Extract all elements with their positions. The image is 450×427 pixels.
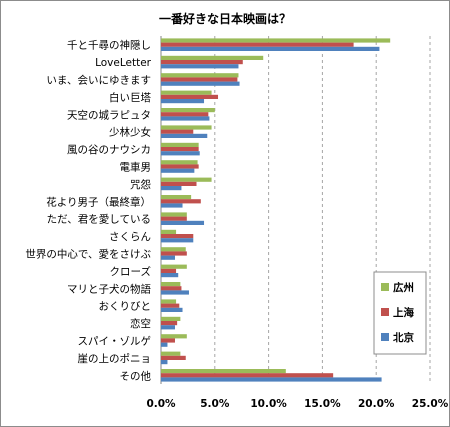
bar-上海 — [161, 355, 186, 360]
category-labels: 千と千尋の神隠し LoveLetter いま、会いにゆきます白い巨塔天空の城ラピュタ… — [25, 39, 151, 383]
bar-広州 — [161, 351, 181, 356]
category-label: さくらん — [109, 231, 151, 243]
legend-label: 上海 — [393, 306, 414, 319]
legend-label: 広州 — [393, 281, 414, 294]
bar-広州 — [161, 264, 187, 269]
category-label: おくりびと — [99, 301, 152, 313]
bar-北京 — [161, 220, 205, 225]
bar-上海 — [161, 338, 175, 343]
category-label: 花より男子（最終章） — [46, 195, 151, 208]
bar-北京 — [161, 342, 168, 347]
bar-上海 — [161, 60, 243, 65]
x-tick-label: 10.0% — [250, 398, 287, 410]
bar-広州 — [161, 212, 187, 217]
bar-上海 — [161, 286, 182, 291]
bar-広州 — [161, 229, 177, 234]
category-label: 電車男 — [120, 161, 152, 174]
bar-北京 — [161, 116, 210, 121]
chart-title: 一番好きな日本映画は？ — [158, 12, 291, 26]
bar-上海 — [161, 268, 177, 273]
category-label: 白い巨塔 — [109, 91, 151, 104]
bar-広州 — [161, 299, 177, 304]
bar-北京 — [161, 99, 205, 104]
bar-北京 — [161, 168, 195, 173]
x-tick-label: 0.0% — [146, 398, 176, 410]
bar-上海 — [161, 303, 180, 308]
bar-上海 — [161, 234, 194, 239]
bar-上海 — [161, 164, 199, 169]
bar-上海 — [161, 373, 334, 378]
bar-北京 — [161, 64, 239, 69]
bar-広州 — [161, 73, 239, 78]
bar-北京 — [161, 255, 175, 260]
category-label: 天空の城ラピュタ — [67, 108, 151, 121]
bar-北京 — [161, 133, 208, 138]
category-label: いま、会いにゆきます — [46, 74, 151, 87]
bar-北京 — [161, 273, 179, 278]
bar-北京 — [161, 360, 168, 365]
category-label: 世界の中心で、愛をさけぶ — [25, 248, 151, 261]
bar-広州 — [161, 55, 264, 60]
bar-広州 — [161, 195, 192, 200]
category-label: 咒怨 — [130, 178, 151, 191]
x-tick-label: 5.0% — [200, 398, 230, 410]
legend-swatch — [381, 308, 389, 316]
bar-上海 — [161, 199, 201, 204]
bar-広州 — [161, 38, 391, 43]
bars — [161, 38, 391, 382]
bar-広州 — [161, 90, 212, 95]
bar-上海 — [161, 42, 354, 47]
category-label: その他 — [120, 369, 152, 382]
bar-広州 — [161, 160, 198, 165]
bar-北京 — [161, 307, 183, 312]
bar-北京 — [161, 238, 194, 243]
bar-上海 — [161, 77, 238, 82]
bar-上海 — [161, 112, 209, 117]
bar-上海 — [161, 251, 187, 256]
legend-swatch — [381, 333, 389, 341]
x-tick-label: 15.0% — [304, 398, 341, 410]
bar-広州 — [161, 316, 181, 321]
bar-上海 — [161, 181, 197, 186]
bar-広州 — [161, 247, 186, 252]
bar-広州 — [161, 369, 286, 374]
bar-広州 — [161, 334, 187, 339]
bar-北京 — [161, 46, 380, 51]
category-label: 風の谷のナウシカ — [67, 144, 151, 156]
bar-広州 — [161, 177, 212, 182]
bar-上海 — [161, 147, 199, 152]
bar-広州 — [161, 142, 199, 147]
bar-広州 — [161, 125, 212, 130]
bar-北京 — [161, 186, 182, 191]
bar-北京 — [161, 377, 382, 382]
bar-北京 — [161, 151, 200, 156]
bar-北京 — [161, 81, 240, 86]
bar-上海 — [161, 216, 187, 221]
category-label: 崖の上のポニョ — [78, 353, 152, 365]
category-label: ただ、君を愛している — [47, 213, 151, 226]
legend-label: 北京 — [393, 331, 414, 344]
x-tick-labels: 0.0% 5.0% 10.0% 15.0% 20.0% 25.0% — [146, 398, 448, 410]
bar-北京 — [161, 290, 189, 295]
bar-上海 — [161, 129, 194, 134]
category-label: 恋空 — [130, 317, 151, 330]
bar-上海 — [161, 321, 178, 326]
bar-北京 — [161, 203, 183, 208]
bar-北京 — [161, 325, 175, 330]
legend-swatch — [381, 283, 389, 291]
category-label: 少林少女 — [109, 126, 151, 139]
x-tick-label: 25.0% — [412, 398, 449, 410]
category-label: 千と千尋の神隠し — [67, 39, 151, 52]
category-label: スパイ・ゾルゲ — [78, 336, 152, 348]
x-tick-label: 20.0% — [358, 398, 395, 410]
category-label: マリと子犬の物語 — [67, 282, 151, 295]
bar-広州 — [161, 108, 215, 113]
category-label: クローズ — [110, 265, 151, 278]
category-label: LoveLetter — [95, 57, 152, 69]
bar-上海 — [161, 94, 219, 99]
bar-広州 — [161, 282, 181, 287]
